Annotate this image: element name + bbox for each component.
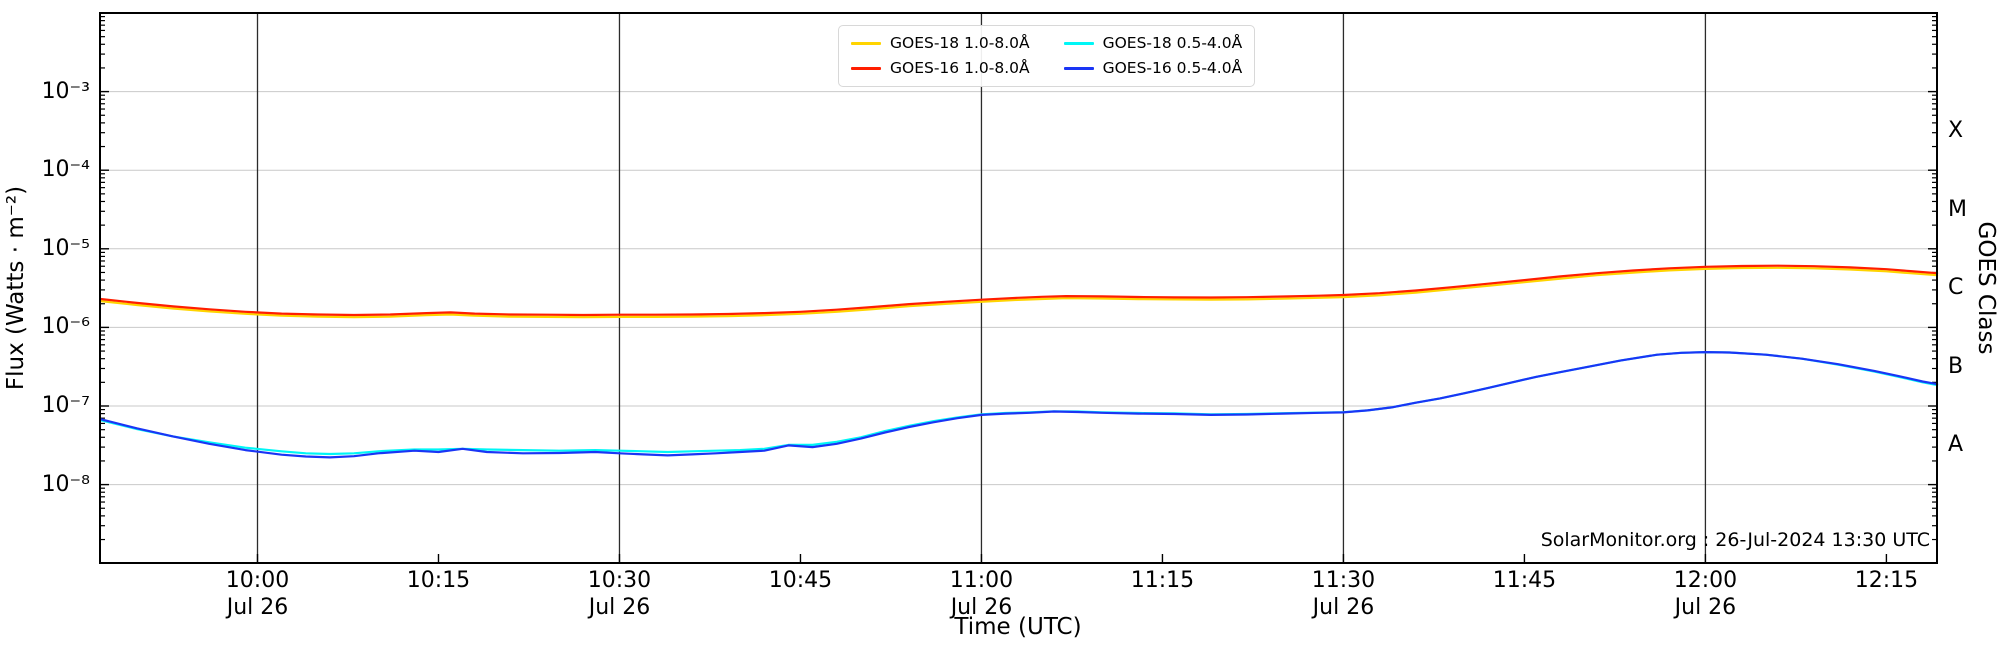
x-tick-label: 11:00 Jul 26 (911, 567, 1051, 621)
x-tick-label: 10:15 (368, 567, 508, 594)
x-tick-label: 12:00 Jul 26 (1635, 567, 1775, 621)
x-tick-time: 10:15 (406, 568, 471, 593)
x-tick-time: 11:30 (1311, 568, 1376, 593)
x-tick-date: Jul 26 (226, 595, 289, 620)
y-tick-label: 10⁻⁷ (41, 393, 90, 418)
x-tick-date: Jul 26 (1312, 595, 1375, 620)
x-tick-time: 10:45 (768, 568, 833, 593)
x-tick-time: 10:30 (587, 568, 652, 593)
series-goes-16-1-0-8-0- (99, 264, 1939, 317)
x-tick-time: 11:45 (1492, 568, 1557, 593)
legend-line-swatch-blue (1063, 67, 1094, 70)
goes-class-letter-m: M (1948, 196, 1967, 222)
x-tick-label: 10:30 Jul 26 (549, 567, 689, 621)
series-goes-16-0-5-4-0- (99, 351, 1939, 459)
x-tick-time: 12:15 (1854, 568, 1919, 593)
x-tick-label: 12:15 (1816, 567, 1956, 594)
right-axis-title: GOES Class (1973, 221, 1999, 355)
legend-label: GOES-16 0.5-4.0Å (1102, 59, 1243, 77)
x-tick-date: Jul 26 (1674, 595, 1737, 620)
y-tick-label: 10⁻⁴ (41, 157, 90, 183)
legend-item-goes18-long: GOES-18 1.0-8.0Å (851, 33, 1030, 54)
goes-class-letter-c: C (1948, 275, 1964, 301)
x-tick-date: Jul 26 (950, 595, 1013, 620)
y-tick-label: 10⁻⁶ (41, 314, 90, 340)
x-tick-time: 12:00 (1673, 568, 1738, 593)
x-tick-label: 10:00 Jul 26 (188, 567, 328, 621)
y-tick-label: 10⁻³ (41, 78, 90, 104)
legend-item-goes18-short: GOES-18 0.5-4.0Å (1063, 33, 1243, 54)
legend-label: GOES-18 0.5-4.0Å (1102, 34, 1243, 52)
x-tick-time: 10:00 (225, 568, 290, 593)
legend-line-swatch-cyan (1063, 42, 1094, 45)
x-axis-title: Time (UTC) (954, 614, 1082, 640)
legend-label: GOES-18 1.0-8.0Å (890, 34, 1030, 52)
legend-line-swatch-red (851, 67, 881, 70)
x-tick-time: 11:00 (949, 568, 1014, 593)
watermark-annotation: SolarMonitor.org : 26-Jul-2024 13:30 UTC (1540, 529, 1930, 551)
legend-item-goes16-short: GOES-16 0.5-4.0Å (1063, 58, 1243, 79)
series-goes-18-0-5-4-0- (99, 351, 1939, 456)
goes-class-letter-a: A (1948, 432, 1964, 458)
x-tick-date: Jul 26 (588, 595, 651, 620)
series-goes-18-1-0-8-0- (99, 266, 1939, 319)
x-tick-label: 11:15 (1092, 567, 1232, 594)
y-tick-label: 10⁻⁵ (41, 235, 90, 261)
goes-class-letter-x: X (1948, 117, 1964, 143)
legend-label: GOES-16 1.0-8.0Å (890, 59, 1030, 77)
x-tick-label: 11:30 Jul 26 (1273, 567, 1413, 621)
goes-class-letter-b: B (1948, 353, 1964, 379)
legend-item-goes16-long: GOES-16 1.0-8.0Å (851, 58, 1030, 79)
y-tick-label: 10⁻⁸ (41, 471, 90, 497)
x-tick-label: 10:45 (730, 567, 870, 594)
y-axis-title: Flux (Watts · m⁻²) (3, 185, 29, 391)
legend: GOES-18 1.0-8.0Å GOES-16 1.0-8.0Å GOES-1… (838, 25, 1256, 87)
plot-border (99, 12, 1938, 564)
legend-line-swatch-yellow (851, 42, 881, 45)
x-tick-label: 11:45 (1454, 567, 1594, 594)
x-tick-time: 11:15 (1130, 568, 1195, 593)
